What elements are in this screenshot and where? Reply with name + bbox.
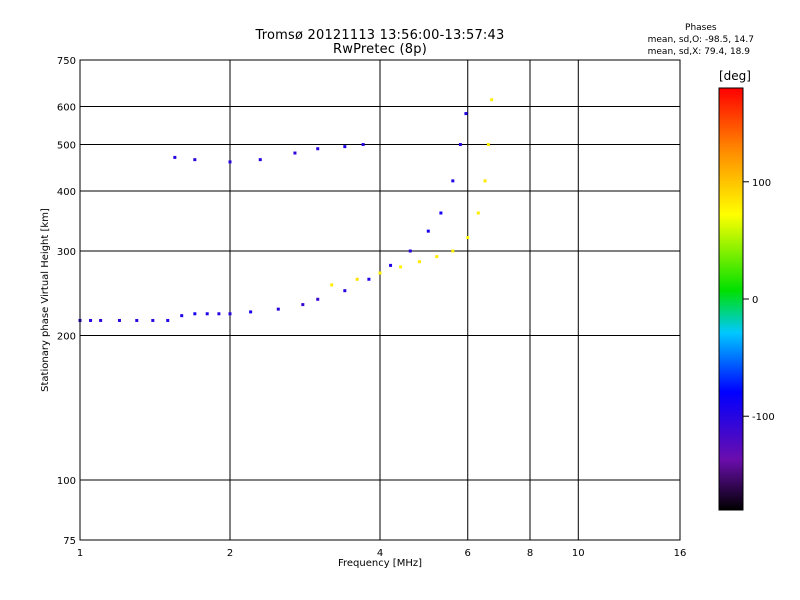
data-point-x xyxy=(399,265,403,269)
data-point-o xyxy=(458,143,462,147)
y-tick-label: 600 xyxy=(57,103,76,114)
phase-stats: Phases mean, sd,O: -98.5, 14.7 mean, sd,… xyxy=(648,22,754,58)
data-point-x xyxy=(490,98,494,102)
colorbar-unit: [deg] xyxy=(719,69,751,83)
data-point-o xyxy=(249,310,253,314)
data-point-f-layer-trace-2 xyxy=(293,151,297,155)
x-tick-label: 1 xyxy=(77,548,83,559)
data-point-x xyxy=(486,143,490,147)
y-tick-label: 750 xyxy=(57,56,76,67)
data-point-f-layer-trace-2 xyxy=(193,158,197,162)
y-tick-label: 75 xyxy=(63,536,76,547)
y-axis-ticks: 75 100 200 300 400 500 600 750 xyxy=(57,56,76,547)
y-tick-label: 400 xyxy=(57,187,76,198)
plot-frame xyxy=(79,59,681,541)
data-point-x xyxy=(417,260,421,264)
data-point-f-layer-trace-2 xyxy=(343,145,347,149)
colorbar-tick-label: 0 xyxy=(752,295,758,306)
y-tick-label: 200 xyxy=(57,332,76,343)
x-tick-label: 6 xyxy=(465,548,471,559)
y-tick-label: 300 xyxy=(57,247,76,258)
data-point-o xyxy=(180,314,184,318)
y-axis-label: Stationary phase Virtual Height [km] xyxy=(40,208,51,392)
data-point-o xyxy=(451,179,455,183)
grid-lines xyxy=(80,60,680,540)
x-tick-label: 2 xyxy=(227,548,233,559)
data-point-o xyxy=(343,289,347,293)
chart-subtitle: RwPretec (8p) xyxy=(333,42,427,57)
data-point-x xyxy=(378,271,382,275)
data-point-f-layer-trace-2 xyxy=(228,160,232,164)
x-axis-label: Frequency [MHz] xyxy=(337,558,423,569)
x-tick-label: 16 xyxy=(674,548,687,559)
data-point-o xyxy=(464,112,468,116)
stats-line-x: mean, sd,X: 79.4, 18.9 xyxy=(647,47,750,57)
x-tick-label: 10 xyxy=(572,548,585,559)
stats-heading: Phases xyxy=(685,23,717,33)
y-tick-label: 100 xyxy=(57,476,76,487)
stats-line-o: mean, sd,O: -98.5, 14.7 xyxy=(647,35,754,45)
data-point-o xyxy=(193,312,197,316)
data-point-x xyxy=(435,255,439,259)
x-axis-ticks: 1 2 4 6 8 10 16 xyxy=(77,548,687,559)
data-point-o xyxy=(135,318,139,322)
data-point-x xyxy=(466,236,470,240)
data-point-o xyxy=(166,318,170,322)
data-point-o xyxy=(426,229,430,233)
data-point-o xyxy=(301,303,305,307)
data-point-f-layer-trace-2 xyxy=(258,158,262,162)
data-point-o xyxy=(439,211,443,215)
colorbar xyxy=(718,87,744,511)
data-point-o xyxy=(99,318,103,322)
data-point-x xyxy=(451,249,455,253)
data-point-o xyxy=(205,312,209,316)
data-point-o xyxy=(228,312,232,316)
data-point-o xyxy=(151,318,155,322)
data-point-x xyxy=(476,211,480,215)
data-point-f-layer-trace-2 xyxy=(361,143,365,147)
colorbar-tick-label: -100 xyxy=(752,412,775,423)
colorbar-ticks: 100 0 -100 xyxy=(743,178,775,423)
x-tick-label: 8 xyxy=(527,548,533,559)
y-tick-label: 500 xyxy=(57,141,76,152)
chart-title: Tromsø 20121113 13:56:00-13:57:43 xyxy=(255,28,505,43)
data-point-o xyxy=(316,297,320,301)
data-point-x xyxy=(483,179,487,183)
data-point-o xyxy=(117,318,121,322)
data-point-o xyxy=(217,312,221,316)
data-point-f-layer-trace-2 xyxy=(173,155,177,159)
data-point-f-layer-trace-2 xyxy=(316,147,320,151)
data-point-o xyxy=(276,307,280,311)
data-point-x xyxy=(330,283,334,287)
data-point-o xyxy=(389,263,393,267)
x-tick-label: 4 xyxy=(377,548,383,559)
data-point-o xyxy=(408,249,412,253)
colorbar-tick-label: 100 xyxy=(752,178,771,189)
data-point-o xyxy=(367,277,371,281)
data-point-x xyxy=(355,277,359,281)
data-points xyxy=(78,98,494,322)
data-point-o xyxy=(89,318,93,322)
